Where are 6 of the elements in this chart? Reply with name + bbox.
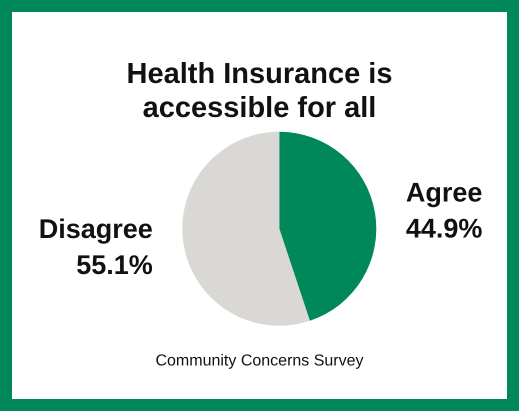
chart-title: Health Insurance is accessible for all <box>126 58 392 124</box>
data-label: 55.1% <box>76 250 153 280</box>
data-label: 44.9% <box>406 213 482 244</box>
slice-label: Agree <box>406 177 482 208</box>
slice-label: Disagree <box>38 214 153 244</box>
text: Community Concerns Survey <box>155 352 364 370</box>
